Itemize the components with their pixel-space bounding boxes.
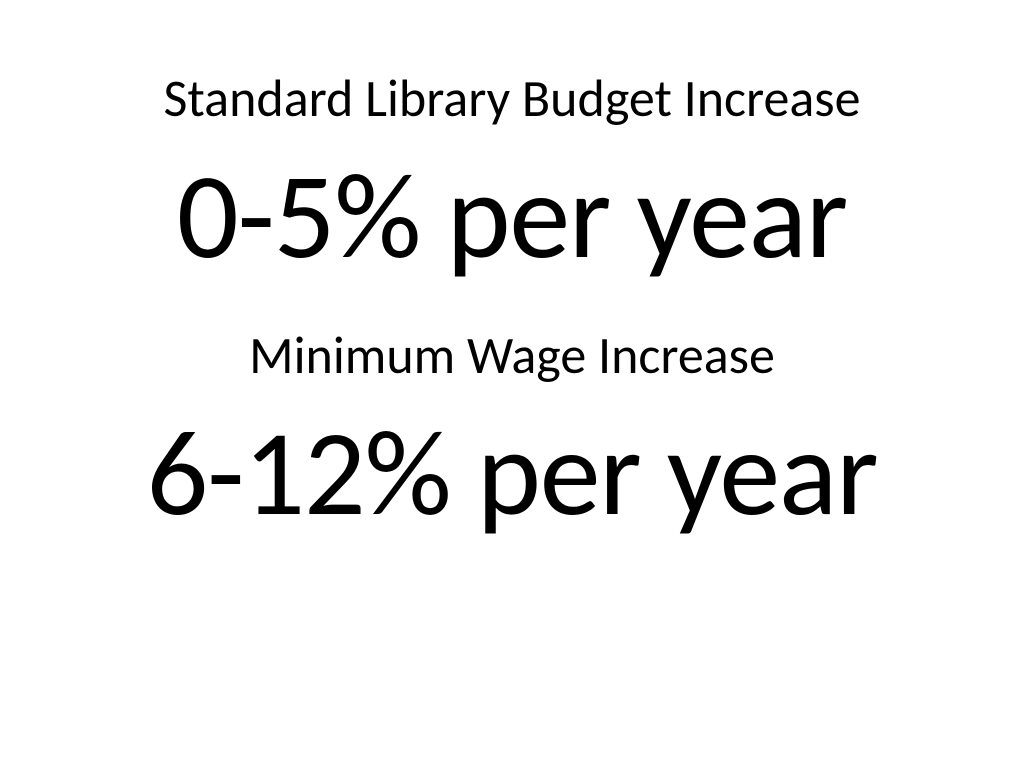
- value-budget-increase: 0-5% per year: [177, 155, 847, 277]
- heading-minimum-wage: Minimum Wage Increase: [249, 327, 775, 384]
- heading-budget-increase: Standard Library Budget Increase: [164, 70, 861, 127]
- section-minimum-wage: Minimum Wage Increase 6-12% per year: [147, 327, 878, 534]
- section-budget-increase: Standard Library Budget Increase 0-5% pe…: [164, 70, 861, 277]
- value-minimum-wage: 6-12% per year: [147, 412, 878, 534]
